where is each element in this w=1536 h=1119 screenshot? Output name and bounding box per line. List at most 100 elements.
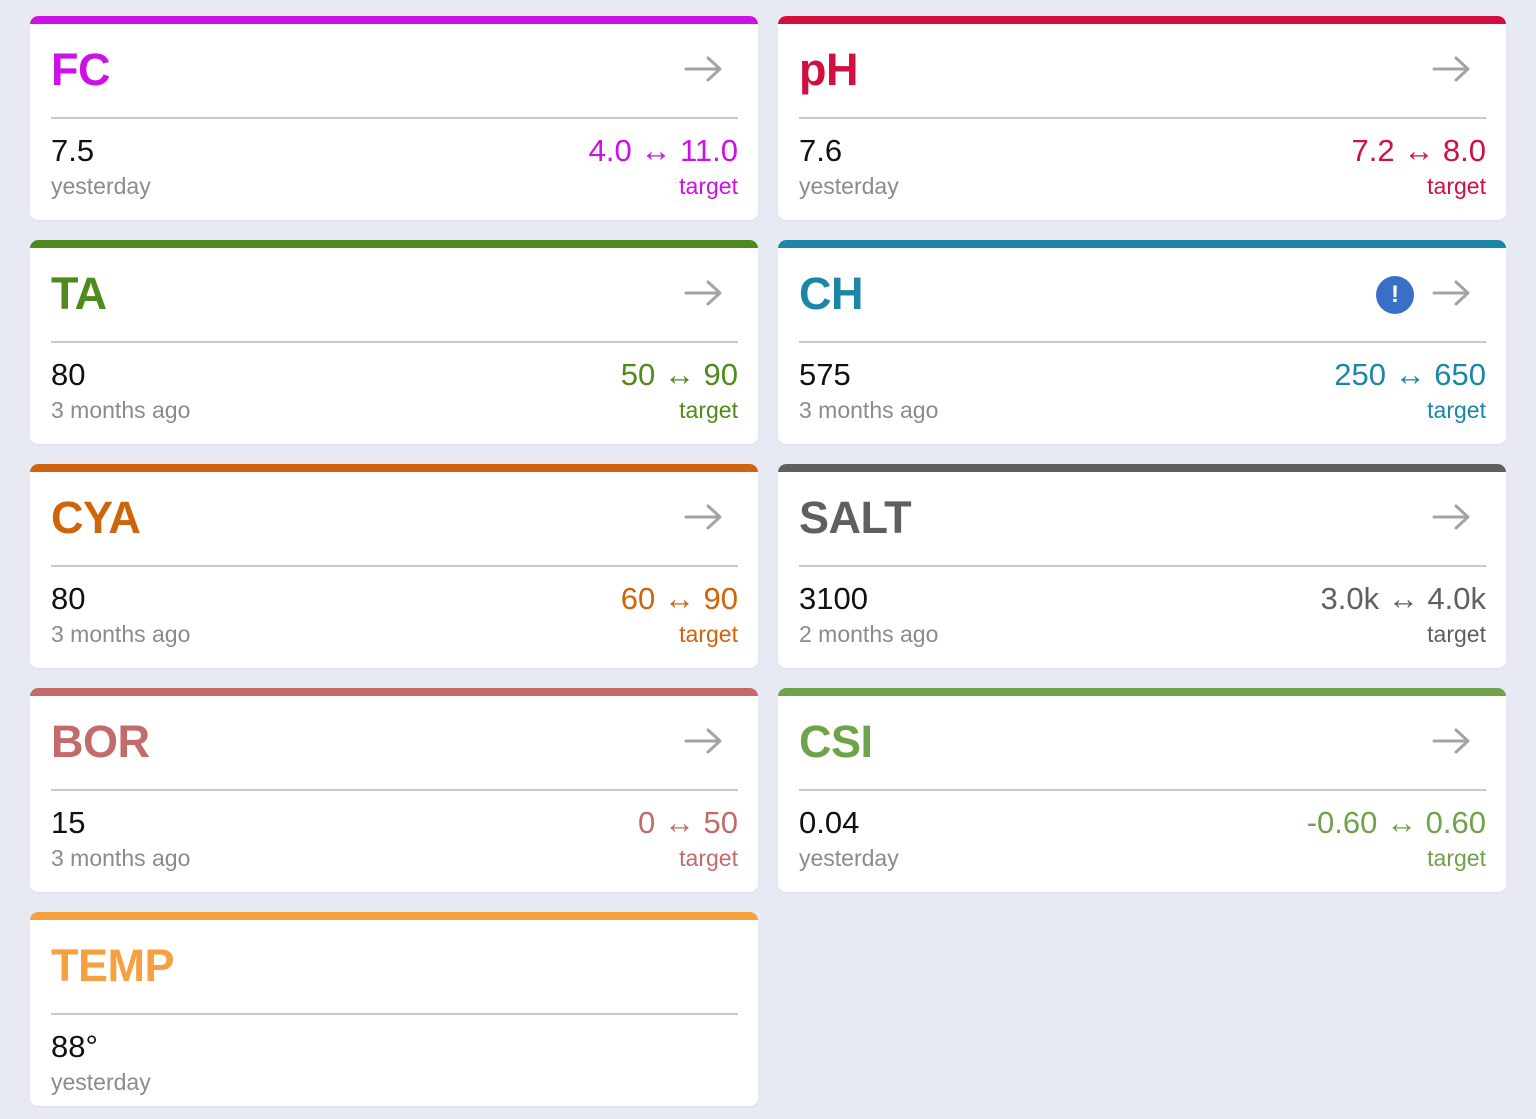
range-max: 90: [703, 357, 738, 392]
card-temp[interactable]: TEMP 88° yesterday: [30, 912, 758, 1106]
card-header: CH !: [799, 248, 1486, 343]
card-value: 7.6: [799, 133, 843, 168]
card-color-bar: [778, 464, 1506, 472]
range-max: 90: [703, 581, 738, 616]
arrow-right-icon[interactable]: [1432, 278, 1472, 308]
range-separator: ↔: [663, 805, 695, 840]
card-title: CYA: [51, 492, 141, 543]
card-ta[interactable]: TA 80 3 months ago 50 ↔ 90 target: [30, 240, 758, 444]
range-min: 50: [620, 357, 656, 392]
arrow-right-icon[interactable]: [684, 726, 724, 756]
card-timestamp: 3 months ago: [51, 621, 191, 647]
card-header: TEMP: [51, 920, 738, 1015]
arrow-right-icon[interactable]: [1432, 502, 1472, 532]
range-max: 50: [703, 805, 738, 840]
card-header: TA: [51, 248, 738, 343]
card-fc[interactable]: FC 7.5 yesterday 4.0 ↔ 11.0 target: [30, 16, 758, 220]
arrow-right-icon[interactable]: [1432, 726, 1472, 756]
card-timestamp: yesterday: [799, 845, 899, 871]
range-separator: ↔: [663, 357, 695, 392]
card-value: 15: [51, 805, 86, 840]
card-title: BOR: [51, 716, 150, 767]
card-value: 3100: [799, 581, 868, 616]
target-range: 7.2 ↔ 8.0: [1352, 132, 1486, 170]
range-min: 7.2: [1351, 133, 1395, 168]
arrow-right-icon[interactable]: [684, 54, 724, 84]
card-ch[interactable]: CH ! 575 3 months ago 250 ↔ 650 target: [778, 240, 1506, 444]
range-separator: ↔: [663, 581, 695, 616]
exclamation-circle-icon[interactable]: !: [1376, 276, 1414, 314]
target-range: 0 ↔ 50: [638, 804, 738, 842]
card-csi[interactable]: CSI 0.04 yesterday -0.60 ↔ 0.60 target: [778, 688, 1506, 892]
card-bor[interactable]: BOR 15 3 months ago 0 ↔ 50 target: [30, 688, 758, 892]
card-title: SALT: [799, 492, 912, 543]
card-title: TA: [51, 268, 107, 319]
card-header: FC: [51, 24, 738, 119]
target-range: 250 ↔ 650: [1334, 356, 1486, 394]
target-label: target: [1427, 621, 1486, 647]
card-timestamp: yesterday: [799, 173, 899, 199]
range-separator: ↔: [1403, 133, 1435, 168]
card-title: CSI: [799, 716, 873, 767]
card-value: 80: [51, 581, 86, 616]
target-range: -0.60 ↔ 0.60: [1307, 804, 1486, 842]
range-max: 0.60: [1425, 805, 1486, 840]
range-min: 250: [1334, 357, 1387, 392]
card-title: CH: [799, 268, 864, 319]
range-min: 3.0k: [1320, 581, 1380, 616]
arrow-right-icon[interactable]: [684, 278, 724, 308]
target-range: 50 ↔ 90: [621, 356, 738, 394]
target-range: 4.0 ↔ 11.0: [589, 132, 738, 170]
target-label: target: [1427, 397, 1486, 423]
card-timestamp: yesterday: [51, 1069, 151, 1095]
range-max: 11.0: [679, 133, 738, 168]
card-timestamp: 3 months ago: [51, 397, 191, 423]
card-value: 88°: [51, 1029, 98, 1064]
card-color-bar: [30, 912, 758, 920]
card-value: 80: [51, 357, 86, 392]
range-max: 650: [1434, 357, 1486, 392]
target-label: target: [679, 397, 738, 423]
card-title: TEMP: [51, 940, 175, 991]
card-salt[interactable]: SALT 3100 2 months ago 3.0k ↔ 4.0k targe…: [778, 464, 1506, 668]
card-header: CYA: [51, 472, 738, 567]
card-timestamp: yesterday: [51, 173, 151, 199]
card-timestamp: 3 months ago: [51, 845, 191, 871]
target-label: target: [1427, 173, 1486, 199]
range-min: 0: [638, 805, 656, 840]
range-max: 4.0k: [1427, 581, 1486, 616]
card-title: FC: [51, 44, 111, 95]
card-color-bar: [30, 240, 758, 248]
card-value: 7.5: [51, 133, 95, 168]
card-timestamp: 3 months ago: [799, 397, 939, 423]
target-label: target: [1427, 845, 1486, 871]
card-color-bar: [30, 464, 758, 472]
target-label: target: [679, 621, 738, 647]
card-header: BOR: [51, 696, 738, 791]
arrow-right-icon[interactable]: [684, 502, 724, 532]
card-value: 575: [799, 357, 851, 392]
range-separator: ↔: [1394, 357, 1426, 392]
card-title: pH: [799, 44, 859, 95]
card-header: pH: [799, 24, 1486, 119]
target-label: target: [679, 845, 738, 871]
arrow-right-icon[interactable]: [1432, 54, 1472, 84]
card-header: SALT: [799, 472, 1486, 567]
target-range: 60 ↔ 90: [621, 580, 738, 618]
card-color-bar: [778, 16, 1506, 24]
range-max: 8.0: [1442, 133, 1486, 168]
target-label: target: [679, 173, 738, 199]
card-timestamp: 2 months ago: [799, 621, 939, 647]
range-separator: ↔: [1386, 805, 1418, 840]
card-color-bar: [30, 688, 758, 696]
card-cya[interactable]: CYA 80 3 months ago 60 ↔ 90 target: [30, 464, 758, 668]
card-ph[interactable]: pH 7.6 yesterday 7.2 ↔ 8.0 target: [778, 16, 1506, 220]
range-min: 60: [620, 581, 656, 616]
chem-card-grid: FC 7.5 yesterday 4.0 ↔ 11.0 target pH 7.…: [30, 16, 1506, 1106]
range-min: 4.0: [588, 133, 632, 168]
range-min: -0.60: [1306, 805, 1378, 840]
card-header: CSI: [799, 696, 1486, 791]
card-color-bar: [778, 688, 1506, 696]
card-color-bar: [30, 16, 758, 24]
target-range: 3.0k ↔ 4.0k: [1321, 580, 1486, 618]
